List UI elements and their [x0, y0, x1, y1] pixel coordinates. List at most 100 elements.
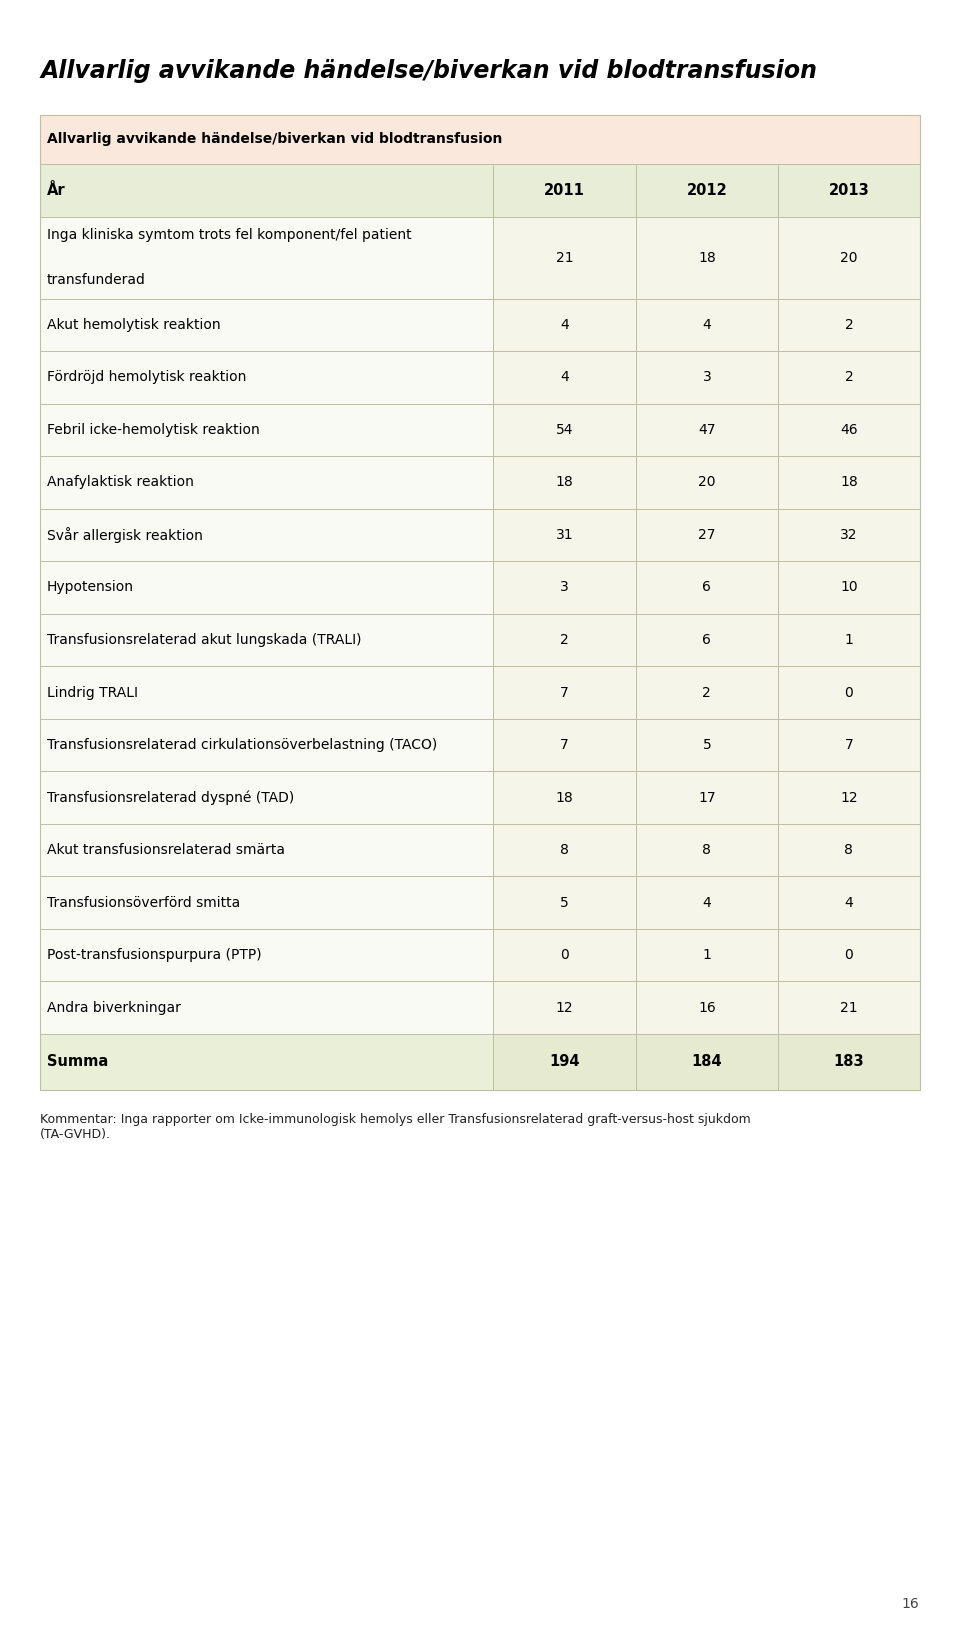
Text: Fördröjd hemolytisk reaktion: Fördröjd hemolytisk reaktion	[47, 371, 247, 384]
Text: 16: 16	[902, 1597, 920, 1611]
Bar	[636, 876, 779, 929]
Bar	[779, 666, 920, 719]
Bar	[40, 299, 920, 351]
Text: 20: 20	[698, 476, 715, 489]
Text: 0: 0	[845, 948, 853, 962]
Text: 4: 4	[560, 318, 568, 331]
Text: 21: 21	[556, 251, 573, 264]
Bar	[779, 351, 920, 404]
Text: 0: 0	[845, 686, 853, 699]
Text: Akut transfusionsrelaterad smärta: Akut transfusionsrelaterad smärta	[47, 843, 285, 857]
Bar	[779, 719, 920, 771]
Bar	[779, 981, 920, 1034]
Text: Inga kliniska symtom trots fel komponent/fel patient: Inga kliniska symtom trots fel komponent…	[47, 228, 412, 243]
Text: 2: 2	[560, 633, 568, 647]
Text: Lindrig TRALI: Lindrig TRALI	[47, 686, 138, 699]
Bar	[493, 404, 636, 456]
Bar	[636, 719, 779, 771]
Bar	[779, 299, 920, 351]
Text: 0: 0	[560, 948, 568, 962]
Text: 5: 5	[703, 738, 711, 752]
Text: Anafylaktisk reaktion: Anafylaktisk reaktion	[47, 476, 194, 489]
Text: 4: 4	[703, 318, 711, 331]
Text: 4: 4	[560, 371, 568, 384]
Bar	[493, 351, 636, 404]
Bar	[636, 771, 779, 824]
Bar	[40, 1034, 920, 1090]
Text: 10: 10	[840, 581, 857, 594]
Bar	[493, 666, 636, 719]
Text: 7: 7	[560, 686, 568, 699]
Bar	[636, 666, 779, 719]
Bar	[636, 217, 779, 299]
Bar	[40, 771, 920, 824]
Bar	[40, 666, 920, 719]
Bar	[636, 456, 779, 509]
Bar	[636, 1034, 779, 1090]
Bar	[40, 719, 920, 771]
Bar	[40, 929, 920, 981]
Bar	[40, 115, 920, 1090]
Bar	[493, 509, 636, 561]
Text: 2: 2	[703, 686, 711, 699]
Bar	[779, 404, 920, 456]
Bar	[493, 929, 636, 981]
Bar	[779, 876, 920, 929]
Text: 4: 4	[845, 896, 853, 909]
Text: 8: 8	[560, 843, 569, 857]
Text: 2011: 2011	[544, 182, 585, 199]
Text: Transfusionsrelaterad akut lungskada (TRALI): Transfusionsrelaterad akut lungskada (TR…	[47, 633, 362, 647]
Bar	[493, 456, 636, 509]
Bar	[636, 929, 779, 981]
Bar	[636, 824, 779, 876]
Bar	[779, 614, 920, 666]
Bar	[40, 404, 920, 456]
Text: 54: 54	[556, 423, 573, 437]
Text: 20: 20	[840, 251, 857, 264]
Bar	[779, 509, 920, 561]
Bar	[779, 771, 920, 824]
Bar	[636, 299, 779, 351]
Text: 17: 17	[698, 791, 716, 804]
Bar	[779, 456, 920, 509]
Bar	[40, 876, 920, 929]
Bar	[493, 299, 636, 351]
Bar	[493, 824, 636, 876]
Bar	[493, 614, 636, 666]
Bar	[40, 456, 920, 509]
Bar	[636, 614, 779, 666]
Bar	[493, 719, 636, 771]
Bar	[40, 509, 920, 561]
Text: 2013: 2013	[828, 182, 869, 199]
Text: Transfusionsrelaterad cirkulationsöverbelastning (TACO): Transfusionsrelaterad cirkulationsöverbe…	[47, 738, 438, 752]
Text: År: År	[47, 182, 65, 199]
Text: 2: 2	[845, 318, 853, 331]
Text: 18: 18	[698, 251, 716, 264]
Text: 3: 3	[560, 581, 568, 594]
Text: Allvarlig avvikande händelse/biverkan vid blodtransfusion: Allvarlig avvikande händelse/biverkan vi…	[47, 133, 502, 146]
Text: 1: 1	[845, 633, 853, 647]
Text: transfunderad: transfunderad	[47, 272, 146, 287]
Bar	[40, 351, 920, 404]
Text: Akut hemolytisk reaktion: Akut hemolytisk reaktion	[47, 318, 221, 331]
Bar	[40, 561, 920, 614]
Text: Transfusionsrelaterad dyspné (TAD): Transfusionsrelaterad dyspné (TAD)	[47, 791, 295, 804]
Text: Summa: Summa	[47, 1054, 108, 1070]
Text: 2: 2	[845, 371, 853, 384]
Text: 12: 12	[556, 1001, 573, 1014]
Bar	[493, 1034, 636, 1090]
Text: Post-transfusionspurpura (PTP): Post-transfusionspurpura (PTP)	[47, 948, 262, 962]
Text: 6: 6	[703, 633, 711, 647]
Text: 184: 184	[691, 1054, 722, 1070]
Bar	[493, 876, 636, 929]
Bar	[779, 929, 920, 981]
Text: 32: 32	[840, 528, 857, 542]
Bar	[493, 561, 636, 614]
Text: Allvarlig avvikande händelse/biverkan vid blodtransfusion: Allvarlig avvikande händelse/biverkan vi…	[40, 59, 817, 84]
Bar	[779, 217, 920, 299]
Bar	[40, 824, 920, 876]
Bar	[636, 351, 779, 404]
Bar	[636, 561, 779, 614]
Text: 12: 12	[840, 791, 857, 804]
Text: 18: 18	[556, 476, 573, 489]
